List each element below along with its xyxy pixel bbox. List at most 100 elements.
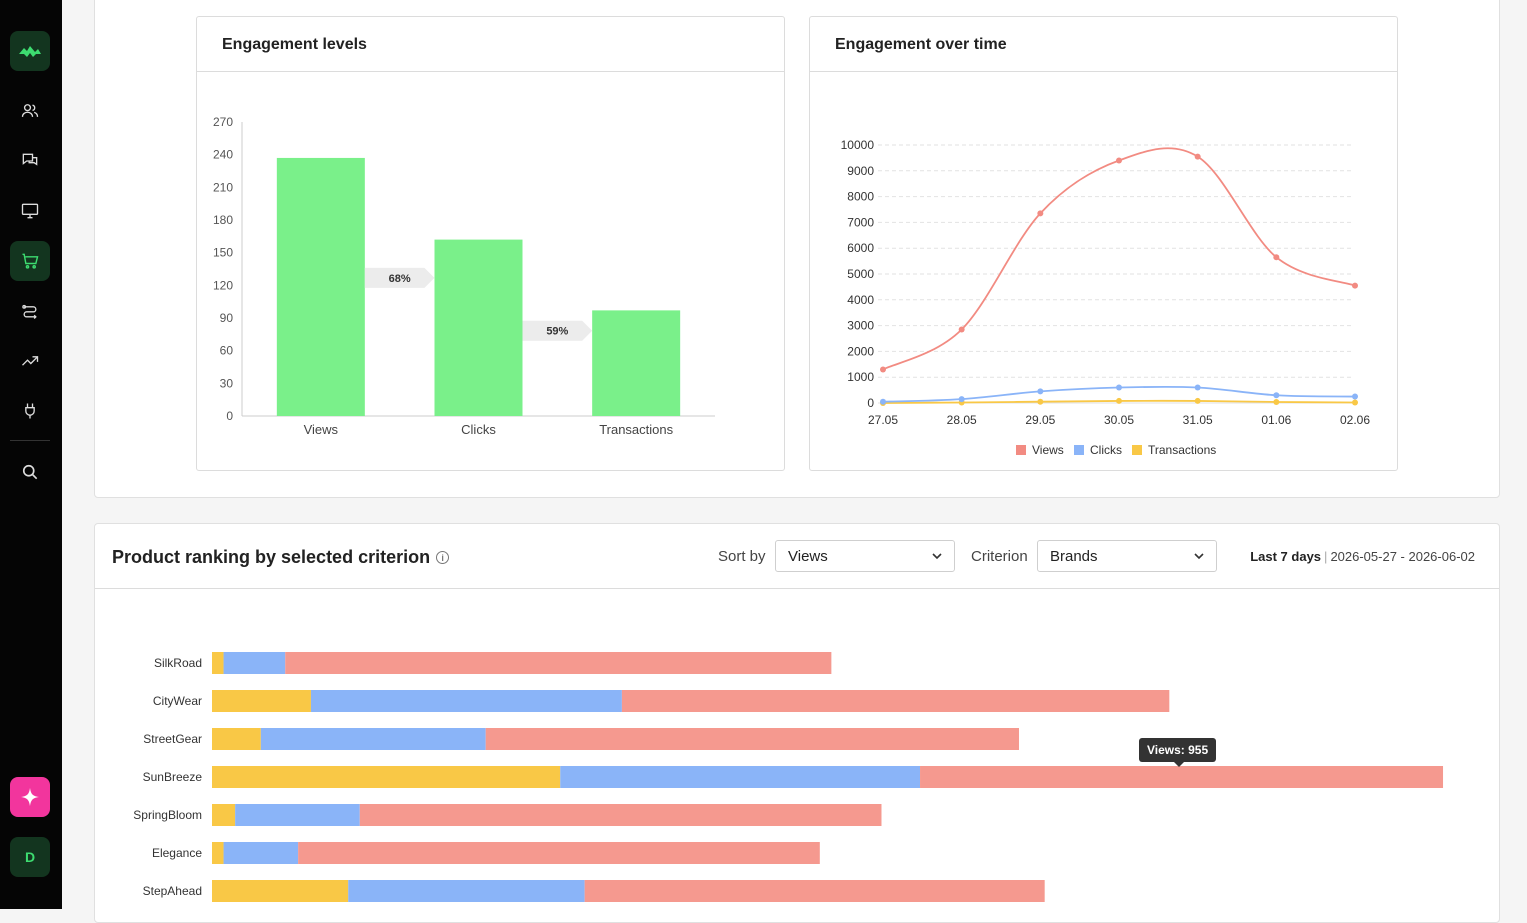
y-tick-label: 8000 bbox=[847, 190, 874, 204]
engagement-levels-title: Engagement levels bbox=[197, 17, 784, 72]
y-tick-label: 7000 bbox=[847, 215, 874, 229]
date-range-label: Last 7 days bbox=[1250, 549, 1322, 564]
data-point-transactions bbox=[1194, 397, 1201, 404]
y-tick-label: 2000 bbox=[847, 344, 874, 358]
plug-icon bbox=[25, 403, 35, 419]
data-point-views bbox=[1273, 254, 1280, 261]
conversion-label: 59% bbox=[546, 326, 568, 338]
nav-search[interactable] bbox=[10, 452, 50, 492]
engagement-levels-card: Engagement levels 0 30 60 90 120 150 180 210 240… bbox=[196, 16, 785, 471]
search-icon bbox=[22, 464, 38, 480]
y-tick-label: 240 bbox=[213, 148, 233, 162]
y-tick-label: 0 bbox=[226, 409, 233, 423]
criterion-select[interactable]: Brands bbox=[1037, 540, 1217, 572]
criterion-label: Criterion bbox=[971, 548, 1028, 565]
bar-views bbox=[276, 157, 365, 416]
data-point-views bbox=[1037, 210, 1044, 217]
data-point-views bbox=[958, 326, 965, 333]
nav-cart[interactable] bbox=[10, 241, 50, 281]
engagement-levels-chart: 0 30 60 90 120 150 180 210 240 270 Views Clicks Tran… bbox=[213, 115, 715, 437]
y-tick-label: 270 bbox=[213, 115, 233, 129]
nav-trend[interactable] bbox=[10, 341, 50, 381]
engagement-panel: Engagement levels 0 30 60 90 120 150 180 210 240… bbox=[94, 0, 1500, 498]
data-point-views bbox=[1116, 157, 1122, 164]
sort-by-label: Sort by bbox=[718, 548, 766, 565]
y-tick-label: 5000 bbox=[847, 267, 874, 281]
info-icon[interactable]: i bbox=[436, 551, 450, 564]
conversion-label: 68% bbox=[389, 273, 411, 285]
ranking-panel: Product ranking by selected criterion i … bbox=[94, 523, 1500, 923]
x-tick-label: 02.06 bbox=[1340, 413, 1370, 427]
x-tick-label: 28.05 bbox=[947, 413, 977, 427]
data-point-clicks bbox=[958, 396, 965, 403]
y-tick-label: 9000 bbox=[847, 164, 874, 178]
y-tick-label: 6000 bbox=[847, 241, 874, 255]
chat-icon bbox=[22, 153, 38, 166]
bar-transactions bbox=[592, 310, 681, 416]
data-point-transactions bbox=[1352, 399, 1358, 406]
nav-chat[interactable] bbox=[10, 141, 50, 181]
data-point-clicks bbox=[880, 398, 886, 405]
monitor-icon bbox=[21, 203, 39, 219]
data-point-transactions bbox=[1116, 397, 1122, 404]
x-tick-label: 29.05 bbox=[1025, 413, 1055, 427]
cart-icon bbox=[22, 253, 39, 269]
y-tick-label: 0 bbox=[867, 396, 874, 410]
legend-swatch bbox=[1132, 445, 1142, 455]
ranking-title-wrap: Product ranking by selected criterion i bbox=[112, 547, 450, 568]
date-range-dates: 2026-05-27 - 2026-06-02 bbox=[1330, 549, 1475, 564]
date-range: Last 7 days | 2026-05-27 - 2026-06-02 bbox=[1250, 549, 1475, 564]
y-tick-label: 60 bbox=[220, 344, 234, 358]
brand-logo[interactable] bbox=[10, 31, 50, 71]
criterion-value: Brands bbox=[1050, 548, 1098, 565]
nav-route[interactable] bbox=[10, 291, 50, 331]
series-line-views bbox=[882, 147, 1356, 371]
brand-logo-icon bbox=[19, 46, 41, 57]
x-tick-label: Transactions bbox=[599, 422, 673, 437]
data-point-transactions bbox=[1273, 398, 1280, 405]
x-tick-label: Views bbox=[304, 422, 339, 437]
legend-label: Transactions bbox=[1148, 443, 1216, 457]
sidebar: D bbox=[0, 0, 62, 909]
data-point-clicks bbox=[1037, 388, 1044, 395]
bar-clicks bbox=[434, 239, 523, 416]
chevron-down-icon bbox=[1194, 553, 1204, 560]
y-tick-label: 90 bbox=[220, 311, 234, 325]
y-tick-label: 3000 bbox=[847, 319, 874, 333]
data-point-views bbox=[1194, 153, 1201, 160]
trend-icon bbox=[22, 356, 39, 366]
x-tick-label: 31.05 bbox=[1183, 413, 1213, 427]
avatar[interactable]: D bbox=[10, 837, 50, 877]
nav-users[interactable] bbox=[10, 91, 50, 131]
conversion-arrow bbox=[522, 320, 593, 341]
ranking-header: Product ranking by selected criterion i … bbox=[95, 524, 1499, 589]
y-tick-label: 10000 bbox=[841, 138, 875, 152]
x-tick-label: 01.06 bbox=[1261, 413, 1291, 427]
data-point-views bbox=[880, 366, 886, 373]
y-tick-label: 1000 bbox=[847, 370, 874, 384]
data-point-clicks bbox=[1194, 384, 1201, 391]
data-point-clicks bbox=[1116, 384, 1122, 391]
legend-label: Clicks bbox=[1090, 443, 1122, 457]
nav-plug[interactable] bbox=[10, 391, 50, 431]
legend-swatch bbox=[1074, 445, 1084, 455]
y-tick-label: 210 bbox=[213, 180, 233, 194]
route-icon bbox=[22, 304, 37, 319]
engagement-over-time-card: Engagement over time 0 1000 2000 3000 4000 50… bbox=[809, 16, 1398, 471]
sort-by-select[interactable]: Views bbox=[775, 540, 955, 572]
y-tick-label: 120 bbox=[213, 278, 233, 292]
x-tick-label: 27.05 bbox=[868, 413, 898, 427]
x-tick-label: Clicks bbox=[461, 422, 496, 437]
data-point-transactions bbox=[1037, 398, 1044, 405]
conversion-arrow bbox=[364, 267, 435, 288]
y-tick-label: 30 bbox=[220, 376, 234, 390]
ai-assistant-button[interactable] bbox=[10, 777, 50, 817]
data-point-clicks bbox=[1273, 392, 1280, 399]
ranking-title: Product ranking by selected criterion bbox=[112, 547, 431, 567]
nav-monitor[interactable] bbox=[10, 191, 50, 231]
legend-label: Views bbox=[1032, 443, 1064, 457]
sidebar-divider bbox=[10, 440, 50, 441]
data-point-views bbox=[1352, 282, 1358, 289]
users-icon bbox=[21, 104, 39, 117]
ai-sparkle-icon bbox=[20, 787, 40, 807]
